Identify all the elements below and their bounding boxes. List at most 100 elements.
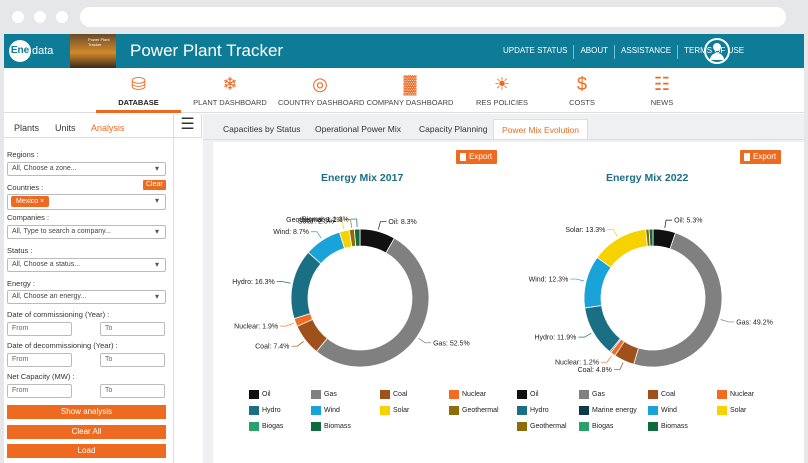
export-button[interactable]: Export bbox=[456, 150, 498, 164]
product-thumbnail: Power Plant Tracker bbox=[70, 34, 116, 68]
nav-item-country-dashboard[interactable]: ◎ COUNTRY DASHBOARD bbox=[278, 68, 365, 112]
legend-item[interactable]: Solar bbox=[393, 407, 410, 414]
data-label-connector bbox=[311, 231, 322, 239]
chart-panel: Export Export Energy Mix 2017 Energy Mix… bbox=[213, 142, 804, 463]
legend-item[interactable]: Oil bbox=[530, 391, 539, 398]
tab-capacity-planning[interactable]: Capacity Planning bbox=[419, 124, 488, 134]
tab-plants[interactable]: Plants bbox=[14, 123, 40, 133]
capacity-to-input[interactable]: To bbox=[100, 384, 165, 398]
tab-analysis[interactable]: Analysis bbox=[91, 123, 125, 133]
legend-item[interactable]: Biogas bbox=[262, 423, 284, 430]
legend-swatch bbox=[579, 390, 589, 399]
tab-power-mix-evolution[interactable]: Power Mix Evolution bbox=[493, 119, 589, 139]
donut-slice-biomass[interactable] bbox=[353, 228, 361, 247]
legend-item[interactable]: Nuclear bbox=[462, 391, 487, 398]
legend-item[interactable]: Wind bbox=[324, 407, 340, 414]
show-analysis-button[interactable]: Show analysis bbox=[7, 405, 166, 419]
nav-item-news[interactable]: ☷ NEWS bbox=[640, 68, 684, 112]
country-chip[interactable]: Mexico × bbox=[11, 196, 50, 207]
wind-turbine-icon: ❄ bbox=[222, 74, 238, 94]
solar-icon: ☀ bbox=[493, 74, 511, 94]
export-button[interactable]: Export bbox=[740, 150, 782, 164]
chart-title: Energy Mix 2022 bbox=[606, 172, 689, 184]
legend-item[interactable]: Geothermal bbox=[462, 407, 499, 414]
data-label-connector bbox=[607, 229, 618, 237]
country-chip-label: Mexico bbox=[16, 198, 39, 205]
window-dot[interactable] bbox=[56, 11, 68, 23]
legend-swatch bbox=[249, 422, 259, 431]
legend-swatch bbox=[311, 422, 321, 431]
legend-item[interactable]: Gas bbox=[592, 391, 605, 398]
donut-slice-hydro[interactable] bbox=[290, 251, 322, 320]
donut-slice-wind[interactable] bbox=[583, 256, 612, 309]
donut-slice-gas[interactable] bbox=[315, 237, 430, 368]
decommissioning-to-input[interactable]: To bbox=[100, 353, 165, 367]
load-button[interactable]: Load bbox=[7, 444, 166, 458]
legend-item[interactable]: Oil bbox=[262, 391, 271, 398]
donut-slice-hydro[interactable] bbox=[584, 305, 621, 353]
data-label: Nuclear: 1.9% bbox=[234, 324, 278, 331]
clear-countries-button[interactable]: Clear bbox=[143, 180, 166, 190]
window-dot[interactable] bbox=[34, 11, 46, 23]
top-link[interactable]: UPDATE STATUS bbox=[503, 46, 568, 55]
data-label: Hydro: 11.9% bbox=[534, 335, 576, 342]
clear-all-button[interactable]: Clear All bbox=[7, 425, 166, 439]
legend-item[interactable]: Biomass bbox=[324, 423, 351, 430]
tab-operational-power-mix[interactable]: Operational Power Mix bbox=[315, 124, 401, 134]
legend-swatch bbox=[717, 406, 727, 415]
user-avatar-icon[interactable] bbox=[704, 38, 730, 64]
nav-item-database[interactable]: ⛁ DATABASE bbox=[96, 68, 181, 113]
commissioning-label: Date of commissioning (Year) : bbox=[7, 310, 110, 319]
chip-close-icon[interactable]: × bbox=[40, 198, 45, 205]
legend-swatch bbox=[517, 406, 527, 415]
commissioning-from-input[interactable]: From bbox=[7, 322, 72, 336]
menu-toggle-icon[interactable]: ☰ bbox=[174, 114, 202, 138]
companies-input[interactable]: All, Type to search a company... bbox=[7, 225, 166, 239]
app-window: Ene data Power Plant Tracker Power Plant … bbox=[4, 34, 804, 463]
nav-item-label: COUNTRY DASHBOARD bbox=[278, 98, 365, 107]
logo-badge: Ene bbox=[9, 40, 31, 63]
legend-item[interactable]: Nuclear bbox=[730, 391, 755, 398]
legend-item[interactable]: Marine energy bbox=[592, 407, 637, 414]
legend-item[interactable]: Biogas bbox=[592, 423, 614, 430]
donut-slice-gas[interactable] bbox=[633, 232, 723, 368]
legend-item[interactable]: Coal bbox=[393, 391, 408, 398]
data-label: Oil: 5.3% bbox=[674, 218, 702, 225]
legend-item[interactable]: Geothermal bbox=[530, 423, 567, 430]
donut-slice-solar[interactable] bbox=[596, 228, 648, 268]
data-label-connector bbox=[344, 219, 352, 228]
decommissioning-label: Date of decommissioning (Year) : bbox=[7, 341, 118, 350]
address-bar[interactable] bbox=[80, 7, 786, 27]
legend-item[interactable]: Coal bbox=[661, 391, 676, 398]
enerdata-logo[interactable]: Ene data bbox=[9, 39, 61, 63]
legend-swatch bbox=[517, 422, 527, 431]
nav-item-company-dashboard[interactable]: ▓ COMPANY DASHBOARD bbox=[366, 68, 454, 112]
commissioning-to-input[interactable]: To bbox=[100, 322, 165, 336]
legend-swatch bbox=[449, 406, 459, 415]
donut-charts: Oil: 8.3% Gas: 52.5% Coal: 7.4% Nuclear: 1.… bbox=[232, 217, 773, 375]
tab-capacities-by-status[interactable]: Capacities by Status bbox=[223, 124, 301, 134]
legend-swatch bbox=[449, 390, 459, 399]
nav-item-label: PLANT DASHBOARD bbox=[193, 98, 267, 107]
company-icon: ▓ bbox=[403, 74, 417, 94]
energy-select[interactable]: All, Choose an energy... bbox=[7, 290, 166, 304]
nav-item-costs[interactable]: $ COSTS bbox=[560, 68, 604, 112]
decommissioning-from-input[interactable]: From bbox=[7, 353, 72, 367]
legend-item[interactable]: Solar bbox=[730, 407, 747, 414]
tab-units[interactable]: Units bbox=[55, 123, 76, 133]
nav-item-label: DATABASE bbox=[118, 98, 159, 107]
regions-select[interactable]: All, Choose a zone... bbox=[7, 162, 166, 176]
nav-item-res-policies[interactable]: ☀ RES POLICIES bbox=[466, 68, 538, 112]
capacity-from-input[interactable]: From bbox=[7, 384, 72, 398]
top-link[interactable]: ASSISTANCE bbox=[614, 45, 677, 59]
legend-item[interactable]: Biomass bbox=[661, 423, 688, 430]
donut-slice-biomass[interactable] bbox=[648, 228, 654, 247]
legend-item[interactable]: Wind bbox=[661, 407, 677, 414]
legend-item[interactable]: Hydro bbox=[262, 407, 281, 414]
legend-item[interactable]: Gas bbox=[324, 391, 337, 398]
nav-item-plant-dashboard[interactable]: ❄ PLANT DASHBOARD bbox=[190, 68, 270, 112]
status-select[interactable]: All, Choose a status... bbox=[7, 258, 166, 272]
legend-item[interactable]: Hydro bbox=[530, 407, 549, 414]
top-link[interactable]: ABOUT bbox=[573, 45, 614, 59]
window-dot[interactable] bbox=[12, 11, 24, 23]
